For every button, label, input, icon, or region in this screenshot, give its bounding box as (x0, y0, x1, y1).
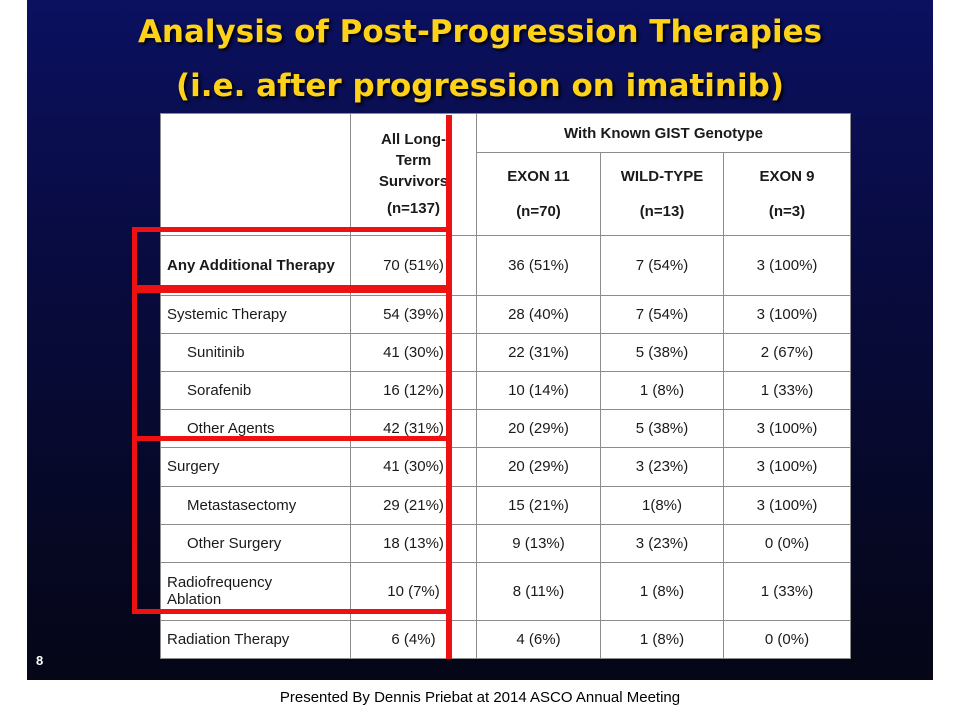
cell-value: 7 (54%) (600, 234, 724, 296)
highlight-box-systemic-therapy (132, 285, 452, 441)
row-label: Surgery (160, 447, 351, 487)
table-subheader-row: EXON 11 (n=70) WILD-TYPE (n=13) EXON 9 (… (161, 152, 852, 236)
cell-value: 1 (8%) (600, 371, 724, 411)
column-header-n: (n=13) (639, 203, 685, 220)
column-header-n: (n=3) (768, 203, 806, 220)
cell-value: 9 (13%) (476, 523, 601, 563)
column-header-n: (n=137) (387, 200, 440, 218)
table-row: Other Agents 42 (31%) 20 (29%) 5 (38%) 3… (160, 409, 852, 449)
cell-value: 3 (100%) (722, 234, 852, 296)
highlight-vertical-line (446, 115, 452, 659)
header-exon11: EXON 11 (n=70) (476, 152, 601, 236)
table-row: Sunitinib 41 (30%) 22 (31%) 5 (38%) 2 (6… (160, 332, 852, 373)
table-row: Other Surgery 18 (13%) 9 (13%) 3 (23%) 0… (160, 523, 852, 563)
column-header-label: EXON 9 (759, 168, 815, 185)
cell-value: 41 (30%) (350, 332, 477, 373)
cell-value: 5 (38%) (600, 332, 724, 373)
slide-title-line1: Analysis of Post-Progression Therapies (137, 14, 823, 50)
cell-value: 10 (14%) (476, 371, 601, 411)
cell-value: 7 (54%) (600, 294, 724, 334)
cell-value: 1 (33%) (722, 561, 852, 621)
cell-value: 3 (100%) (722, 447, 852, 487)
header-wild-type: WILD-TYPE (n=13) (600, 152, 724, 236)
column-header-label: All Long-Term Survivors (378, 131, 449, 191)
cell-value: 36 (51%) (476, 234, 601, 296)
footer-credit: Presented By Dennis Priebat at 2014 ASCO… (279, 689, 681, 706)
slide: Analysis of Post-Progression Therapies (… (27, 0, 933, 680)
row-label: Systemic Therapy (160, 294, 351, 334)
cell-value: 3 (23%) (600, 447, 724, 487)
slide-title-line2: (i.e. after progression on imatinib) (176, 68, 784, 104)
highlight-box-surgery (132, 436, 452, 614)
cell-value: 3 (23%) (600, 523, 724, 563)
table-row: Metastasectomy 29 (21%) 15 (21%) 1(8%) 3… (160, 485, 852, 525)
column-header-n: (n=70) (516, 203, 561, 220)
table-header-row: All Long-Term Survivors (n=137) With Kno… (160, 112, 852, 236)
cell-value: 4 (6%) (476, 619, 601, 660)
cell-value: 18 (13%) (350, 523, 477, 563)
table-row: Radiation Therapy 6 (4%) 4 (6%) 1 (8%) 0… (160, 619, 852, 660)
cell-value: 1 (33%) (722, 371, 852, 411)
cell-value: 3 (100%) (722, 294, 852, 334)
column-header-label: WILD-TYPE (620, 168, 704, 185)
cell-value: 2 (67%) (722, 332, 852, 373)
cell-value: 41 (30%) (350, 447, 477, 487)
cell-value: 3 (100%) (722, 409, 852, 449)
row-label: Radiation Therapy (160, 619, 351, 660)
table-row: Sorafenib 16 (12%) 10 (14%) 1 (8%) 1 (33… (160, 371, 852, 411)
cell-value: 1(8%) (600, 485, 724, 525)
cell-value: 1 (8%) (600, 619, 724, 660)
cell-value: 3 (100%) (722, 485, 852, 525)
therapy-table: All Long-Term Survivors (n=137) With Kno… (160, 112, 852, 660)
cell-value: 8 (11%) (476, 561, 601, 621)
cell-value: 28 (40%) (476, 294, 601, 334)
therapy-table-container: All Long-Term Survivors (n=137) With Kno… (160, 112, 852, 660)
column-header-label: EXON 11 (507, 168, 570, 185)
cell-value: 1 (8%) (600, 561, 724, 621)
cell-value: 20 (29%) (476, 447, 601, 487)
cell-value: 15 (21%) (476, 485, 601, 525)
row-label: Other Surgery (160, 523, 351, 563)
cell-value: 16 (12%) (350, 371, 477, 411)
cell-value: 0 (0%) (722, 523, 852, 563)
cell-value: 5 (38%) (600, 409, 724, 449)
page-number: 8 (36, 653, 44, 668)
cell-value: 22 (31%) (476, 332, 601, 373)
row-label: Metastasectomy (160, 485, 351, 525)
table-row: Surgery 41 (30%) 20 (29%) 3 (23%) 3 (100… (160, 447, 852, 487)
header-empty-cell (160, 113, 351, 236)
cell-value: 0 (0%) (722, 619, 852, 660)
header-exon9: EXON 9 (n=3) (722, 152, 852, 236)
cell-value: 6 (4%) (350, 619, 477, 660)
highlight-box-any-therapy (132, 227, 452, 293)
group-header: With Known GIST Genotype (475, 112, 852, 154)
cell-value: 20 (29%) (476, 409, 601, 449)
header-all-survivors: All Long-Term Survivors (n=137) (350, 113, 477, 236)
table-row: Systemic Therapy 54 (39%) 28 (40%) 7 (54… (160, 294, 852, 334)
